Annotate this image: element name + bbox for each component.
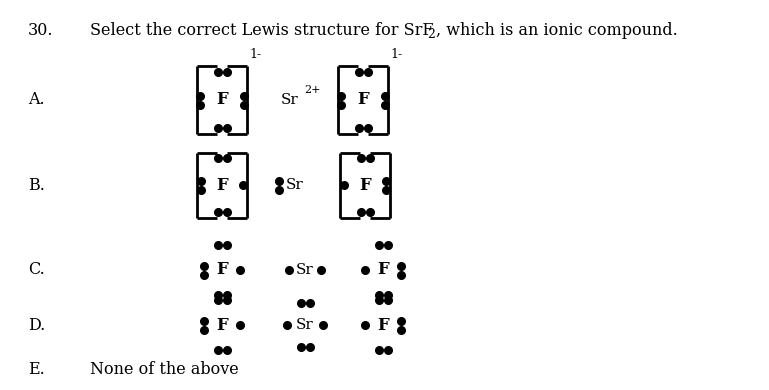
Text: Sr: Sr [296, 318, 314, 332]
Text: D.: D. [28, 317, 45, 333]
Text: 30.: 30. [28, 22, 54, 39]
Text: Sr: Sr [281, 93, 299, 107]
Text: F: F [377, 262, 389, 278]
Text: F: F [216, 177, 228, 193]
Text: F: F [216, 262, 228, 278]
Text: F: F [357, 92, 369, 108]
Text: C.: C. [28, 262, 45, 278]
Text: F: F [359, 177, 371, 193]
Text: Select the correct Lewis structure for SrF: Select the correct Lewis structure for S… [90, 22, 434, 39]
Text: A.: A. [28, 92, 45, 108]
Text: E.: E. [28, 362, 45, 379]
Text: 2+: 2+ [304, 85, 321, 95]
Text: 2: 2 [427, 28, 435, 41]
Text: , which is an ionic compound.: , which is an ionic compound. [436, 22, 677, 39]
Text: F: F [216, 317, 228, 333]
Text: None of the above: None of the above [90, 362, 238, 379]
Text: B.: B. [28, 177, 45, 193]
Text: Sr: Sr [296, 263, 314, 277]
Text: F: F [216, 92, 228, 108]
Text: Sr: Sr [286, 178, 304, 192]
Text: 1-: 1- [249, 48, 261, 61]
Text: 1-: 1- [390, 48, 402, 61]
Text: F: F [377, 317, 389, 333]
